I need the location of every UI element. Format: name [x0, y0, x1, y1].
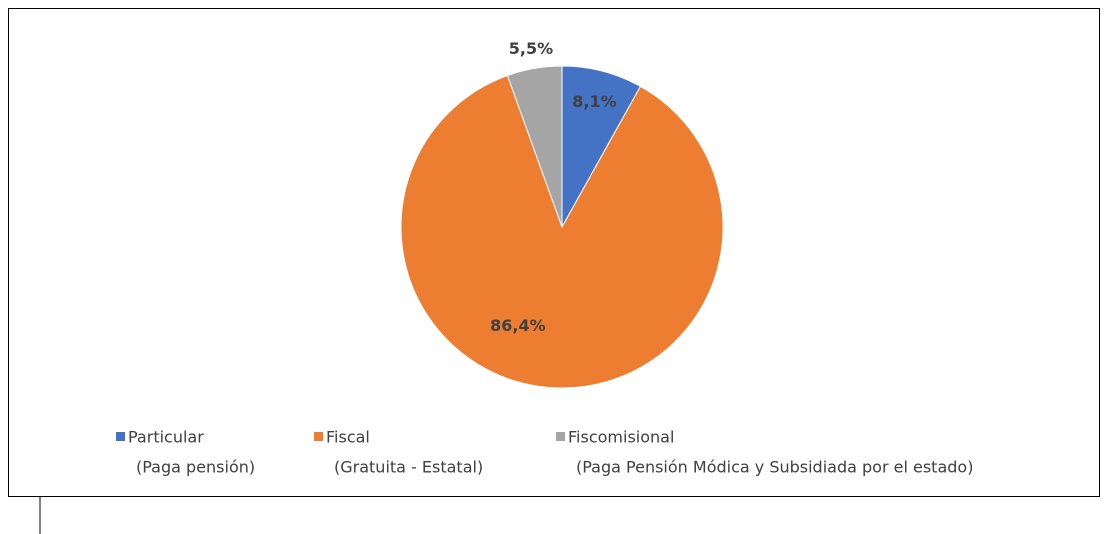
- legend-marker: [314, 432, 323, 441]
- data-label: 8,1%: [572, 92, 616, 111]
- legend-note: (Gratuita - Estatal): [334, 458, 483, 477]
- legend-note: (Paga pensión): [136, 458, 255, 477]
- data-label: 86,4%: [490, 316, 546, 335]
- legend-label: Fiscal: [326, 428, 370, 447]
- legend-marker: [556, 432, 565, 441]
- legend-marker: [116, 432, 125, 441]
- legend-label: Fiscomisional: [568, 428, 674, 447]
- legend-label: Particular: [128, 428, 204, 447]
- pie-slice: [506, 65, 563, 228]
- legend-note: (Paga Pensión Módica y Subsidiada por el…: [576, 458, 973, 477]
- data-label: 5,5%: [509, 39, 553, 58]
- pie-slice: [400, 74, 724, 389]
